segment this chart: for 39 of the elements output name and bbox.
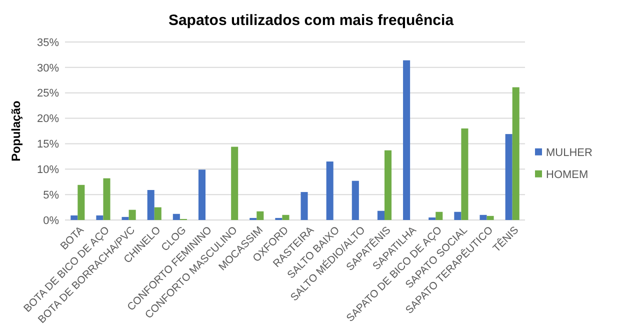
bar — [512, 87, 520, 220]
bar — [326, 162, 334, 220]
y-tick-label: 15% — [36, 138, 60, 151]
bar — [78, 184, 85, 220]
legend-label: HOMEM — [546, 169, 588, 182]
bar — [377, 210, 384, 220]
legend-label: MULHER — [546, 147, 593, 160]
y-tick-label: 35% — [36, 36, 60, 49]
y-tick-label: 10% — [36, 164, 60, 176]
bar — [103, 178, 110, 220]
bar — [256, 211, 264, 220]
y-tick-label: 0% — [43, 214, 60, 227]
bar — [454, 212, 462, 220]
bar — [147, 190, 154, 220]
bar — [384, 150, 392, 220]
bar — [70, 215, 78, 220]
bar — [461, 128, 468, 220]
bar — [300, 192, 308, 220]
bar — [128, 210, 136, 220]
bar — [154, 207, 162, 220]
bar — [505, 134, 512, 220]
bar — [486, 216, 494, 220]
bar — [282, 214, 290, 220]
bar — [480, 214, 487, 220]
bar — [231, 146, 238, 220]
y-tick-label: 30% — [36, 62, 60, 74]
bar — [198, 170, 206, 220]
y-tick-label: 5% — [43, 189, 60, 202]
y-axis-title: População — [9, 100, 23, 162]
y-tick-label: 25% — [36, 88, 60, 100]
bar — [172, 214, 180, 220]
bar — [96, 215, 104, 220]
bar — [122, 216, 129, 220]
chart-title: Sapatos utilizados com mais frequência — [168, 12, 454, 29]
bar — [428, 217, 436, 220]
bar — [403, 60, 410, 220]
bar — [352, 180, 359, 220]
y-tick-label: 20% — [36, 113, 60, 126]
bar — [436, 212, 443, 220]
